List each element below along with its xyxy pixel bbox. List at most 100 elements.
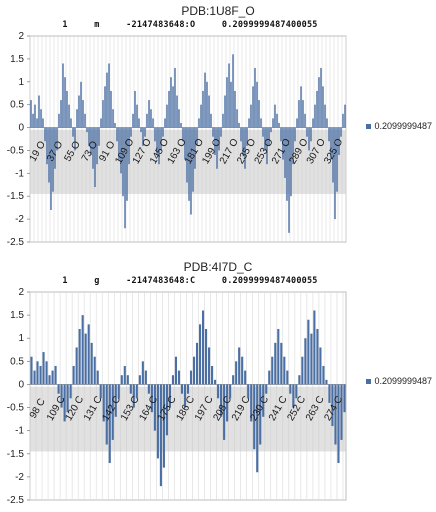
bar — [262, 127, 264, 137]
bar — [102, 384, 105, 422]
bar — [265, 384, 268, 394]
chart-legend: 0.2099999487 — [366, 376, 432, 386]
y-tick-label: -1 — [15, 168, 24, 179]
bar — [316, 328, 319, 385]
bar — [236, 109, 238, 128]
bar — [235, 361, 238, 385]
bar — [276, 113, 278, 128]
bar — [202, 90, 204, 128]
bar — [241, 356, 244, 385]
bar — [212, 127, 214, 137]
y-tick-label: -1.5 — [7, 449, 25, 460]
bar — [129, 384, 132, 394]
bar — [147, 384, 150, 394]
bar — [108, 63, 110, 128]
bar — [160, 127, 162, 151]
bar — [278, 122, 280, 128]
bar — [214, 127, 216, 156]
bar — [30, 100, 32, 128]
bar — [114, 384, 117, 417]
bar — [123, 365, 126, 385]
bar — [282, 127, 284, 160]
bar — [182, 127, 184, 142]
bar — [138, 118, 140, 128]
bar — [70, 118, 72, 128]
bar — [218, 127, 220, 151]
bar — [45, 361, 48, 385]
y-tick-label: -2 — [15, 472, 24, 483]
bar — [90, 342, 93, 385]
bar — [343, 384, 346, 413]
bar — [32, 113, 34, 128]
bar — [296, 118, 298, 128]
bar — [118, 127, 120, 160]
bar — [220, 127, 222, 137]
bar — [112, 109, 114, 128]
bar — [75, 347, 78, 385]
bar — [86, 127, 88, 133]
bar — [320, 68, 322, 128]
bar — [210, 113, 212, 128]
bar — [88, 127, 90, 146]
bar — [60, 384, 63, 408]
bar — [192, 356, 196, 385]
bar — [256, 81, 258, 128]
bar — [84, 113, 86, 128]
bar — [222, 113, 224, 128]
bar — [180, 122, 182, 128]
bar — [38, 95, 40, 128]
bar — [280, 127, 282, 142]
bar — [220, 384, 223, 417]
legend-label: 0.2099999487 — [374, 121, 432, 131]
bar — [58, 113, 60, 128]
bar — [211, 365, 214, 385]
y-tick-label: -2.5 — [7, 495, 25, 506]
bar — [146, 113, 148, 128]
bar — [136, 104, 138, 128]
bar — [246, 127, 248, 146]
bar — [192, 127, 194, 192]
chart-plot: 21.510.50-0.5-1-1.5-2-2.519 O37 O55 O73 … — [7, 31, 347, 248]
bar — [81, 315, 84, 385]
bar — [172, 86, 174, 128]
bar — [226, 384, 229, 422]
bar — [176, 95, 178, 128]
bar — [262, 384, 265, 417]
bar — [186, 384, 190, 394]
bar — [308, 127, 310, 151]
bar — [289, 384, 292, 394]
bar — [120, 375, 123, 385]
bar — [134, 90, 136, 128]
bar — [152, 118, 154, 128]
bar — [259, 384, 262, 445]
bar — [96, 370, 99, 385]
bar — [56, 127, 58, 151]
bar — [188, 127, 190, 201]
bar — [142, 127, 144, 146]
bar — [217, 384, 220, 399]
bar — [174, 356, 178, 385]
bar — [228, 63, 230, 128]
y-tick-label: 0.5 — [10, 100, 24, 111]
bar — [342, 113, 344, 128]
bar — [272, 118, 274, 128]
bar — [94, 127, 96, 188]
bar — [344, 104, 346, 128]
bar — [223, 384, 226, 440]
bar — [205, 328, 208, 385]
bar — [48, 375, 51, 385]
y-tick-label: 2 — [18, 31, 24, 42]
bar — [184, 127, 186, 160]
bar — [283, 356, 286, 385]
bar — [306, 127, 308, 137]
bar — [150, 109, 152, 128]
bar — [310, 127, 312, 142]
y-tick-label: 1 — [18, 333, 24, 344]
bar — [66, 90, 68, 128]
bar — [325, 379, 328, 385]
bar — [74, 127, 76, 151]
bar — [198, 118, 200, 128]
y-tick-label: -0.5 — [7, 403, 25, 414]
bar — [60, 100, 62, 128]
